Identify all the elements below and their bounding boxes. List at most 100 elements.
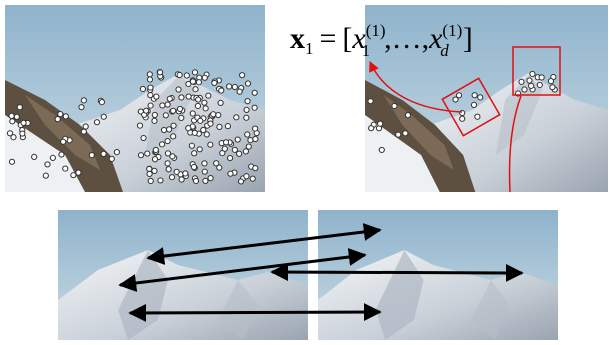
keypoint bbox=[192, 151, 197, 156]
keypoint bbox=[212, 80, 217, 85]
keypoint bbox=[245, 132, 250, 137]
keypoint bbox=[50, 155, 55, 160]
keypoint bbox=[71, 173, 76, 178]
keypoint bbox=[237, 151, 242, 156]
keypoint bbox=[147, 171, 152, 176]
keypoint bbox=[253, 166, 258, 171]
keypoint bbox=[169, 175, 174, 180]
keypoint bbox=[9, 159, 14, 164]
keypoint bbox=[369, 126, 374, 131]
keypoint bbox=[190, 111, 195, 116]
keypoint bbox=[59, 152, 64, 157]
keypoint bbox=[460, 116, 465, 121]
keypoint bbox=[522, 87, 527, 92]
keypoint bbox=[43, 173, 48, 178]
keypoint bbox=[537, 82, 542, 87]
keypoint bbox=[252, 90, 257, 95]
keypoint bbox=[101, 151, 106, 156]
keypoint bbox=[193, 178, 198, 183]
keypoint bbox=[203, 178, 208, 183]
keypoint bbox=[167, 96, 172, 101]
keypoint bbox=[160, 103, 165, 108]
formula-part: = bbox=[320, 22, 337, 55]
keypoint bbox=[138, 153, 143, 158]
keypoint bbox=[165, 138, 170, 143]
keypoint bbox=[174, 169, 179, 174]
keypoint bbox=[208, 121, 213, 126]
keypoint bbox=[206, 93, 211, 98]
keypoint bbox=[63, 166, 68, 171]
keypoint bbox=[208, 176, 213, 181]
keypoint bbox=[152, 118, 157, 123]
keypoint bbox=[368, 99, 373, 104]
keypoint bbox=[378, 121, 383, 126]
keypoint bbox=[453, 97, 458, 102]
keypoint bbox=[238, 179, 243, 184]
keypoint bbox=[197, 147, 202, 152]
keypoint bbox=[228, 171, 233, 176]
keypoint bbox=[167, 127, 172, 132]
keypoint bbox=[89, 153, 94, 158]
keypoint bbox=[217, 124, 222, 129]
keypoint bbox=[144, 108, 149, 113]
keypoint bbox=[190, 79, 195, 84]
keypoint bbox=[548, 79, 553, 84]
keypoint bbox=[148, 93, 153, 98]
keypoint bbox=[79, 105, 84, 110]
keypoint bbox=[472, 93, 477, 98]
keypoint bbox=[223, 140, 228, 145]
keypoint bbox=[166, 167, 171, 172]
keypoint bbox=[253, 126, 258, 131]
formula-part: d bbox=[440, 41, 449, 60]
keypoint bbox=[177, 72, 182, 77]
keypoint bbox=[214, 161, 219, 166]
formula-part: (1) bbox=[442, 21, 462, 40]
keypoint bbox=[186, 94, 191, 99]
keypoint bbox=[379, 147, 384, 152]
keypoint bbox=[539, 75, 544, 80]
keypoint bbox=[405, 113, 410, 118]
keypoint bbox=[147, 77, 152, 82]
keypoint bbox=[176, 87, 181, 92]
keypoint bbox=[179, 177, 184, 182]
keypoint bbox=[527, 78, 532, 83]
keypoint bbox=[530, 71, 535, 76]
keypoint bbox=[137, 123, 142, 128]
keypoint bbox=[76, 170, 81, 175]
photo bbox=[5, 5, 265, 192]
keypoint bbox=[9, 113, 14, 118]
keypoint bbox=[184, 73, 189, 78]
keypoint bbox=[243, 149, 248, 154]
keypoint bbox=[195, 103, 200, 108]
keypoint bbox=[109, 156, 114, 161]
formula-part: 1 bbox=[305, 39, 314, 58]
keypoint bbox=[179, 95, 184, 100]
keypoint bbox=[196, 97, 201, 102]
keypoint bbox=[171, 123, 176, 128]
keypoint bbox=[165, 102, 170, 107]
match-arrow bbox=[272, 272, 522, 273]
keypoint bbox=[45, 162, 50, 167]
keypoint bbox=[201, 127, 206, 132]
keypoint bbox=[192, 70, 197, 75]
keypoint bbox=[148, 103, 153, 108]
keypoint bbox=[211, 112, 216, 117]
keypoint bbox=[159, 142, 164, 147]
keypoint bbox=[208, 142, 213, 147]
keypoint bbox=[216, 112, 221, 117]
keypoint bbox=[55, 117, 60, 122]
keypoint bbox=[148, 178, 153, 183]
formula-part: (1) bbox=[366, 21, 386, 40]
keypoint bbox=[392, 103, 397, 108]
keypoint bbox=[154, 94, 159, 99]
keypoint bbox=[529, 83, 534, 88]
keypoint bbox=[141, 135, 146, 140]
keypoint bbox=[158, 178, 163, 183]
keypoint bbox=[227, 84, 232, 89]
keypoint bbox=[11, 135, 16, 140]
keypoint bbox=[225, 124, 230, 129]
keypoint bbox=[192, 130, 197, 135]
keypoint bbox=[14, 114, 19, 119]
keypoint bbox=[10, 119, 15, 124]
keypoint bbox=[245, 98, 250, 103]
